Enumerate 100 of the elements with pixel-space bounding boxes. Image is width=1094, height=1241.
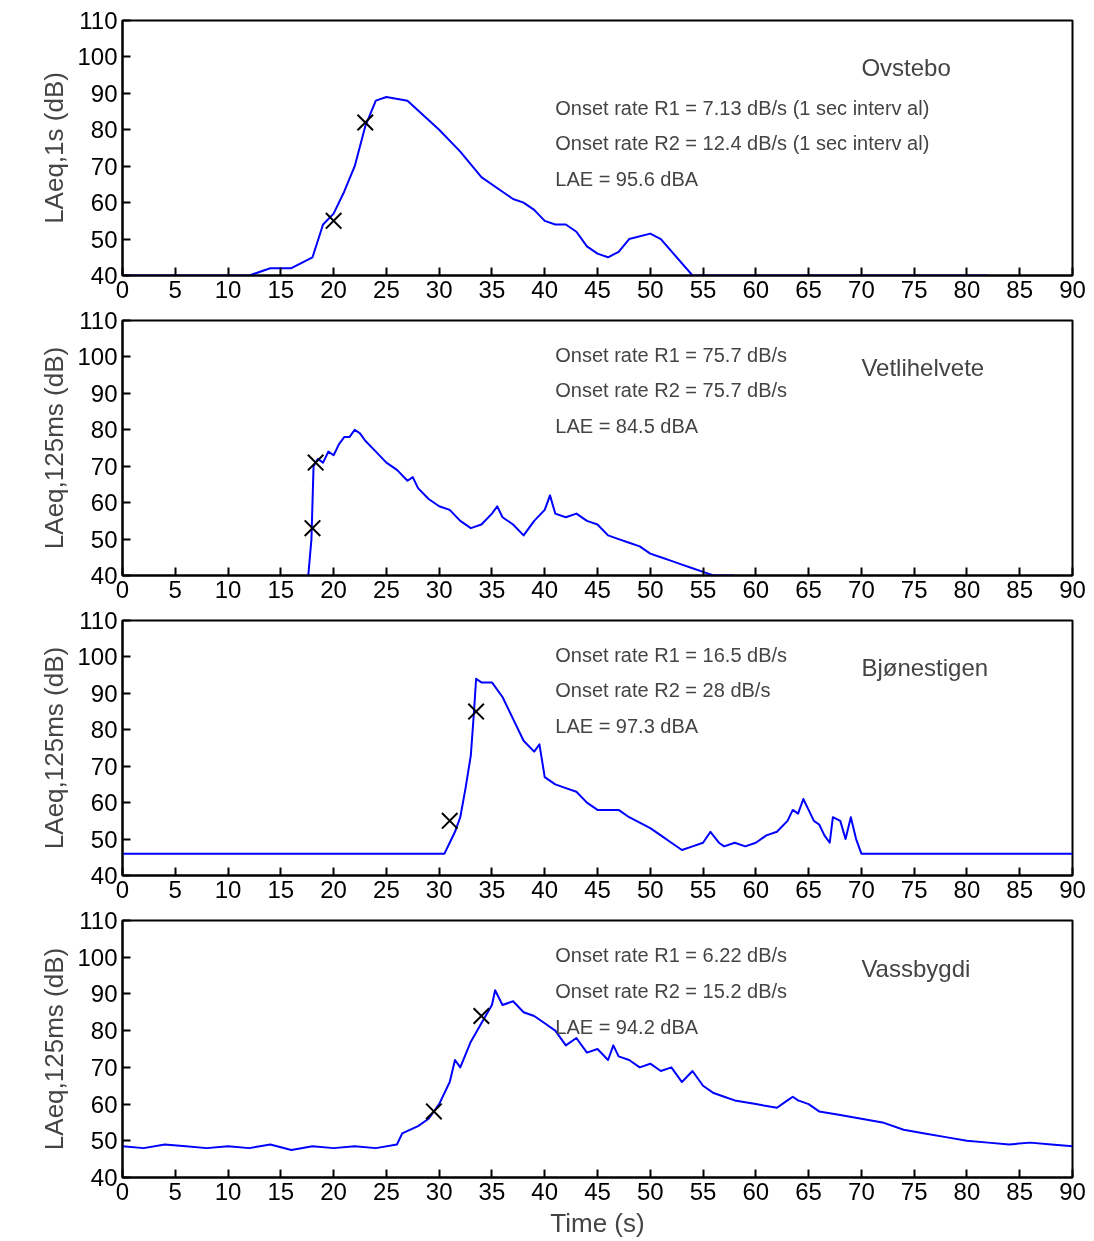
annotation: Onset rate R1 = 16.5 dB/s [555,644,788,667]
x-tick-label: 15 [267,875,295,903]
x-tick-label: 70 [848,875,875,903]
x-tick-label: 20 [320,575,347,603]
annotation: Onset rate R1 = 75.7 dB/s [555,344,788,367]
y-tick-label: 70 [90,1053,118,1081]
x-tick-label: 70 [848,1177,875,1205]
y-tick-label: 100 [77,343,118,371]
x-tick-label: 75 [900,275,928,303]
y-tick-label: 60 [90,489,118,517]
annotation: Onset rate R1 = 7.13 dB/s (1 sec interv al) [555,96,930,119]
y-tick-label: 50 [90,1127,118,1155]
x-tick-label: 20 [320,275,347,303]
x-tick-label: 10 [214,575,242,603]
y-tick-label: 50 [90,825,118,853]
y-tick-label: 90 [90,980,118,1008]
annotation: Vetlihelvete [861,354,985,382]
y-axis-title: LAeq,125ms (dB) [39,646,70,850]
annotation: Onset rate R1 = 6.22 dB/s [555,944,788,967]
annotation: Onset rate R2 = 75.7 dB/s [555,379,788,402]
x-tick-label: 55 [689,575,717,603]
x-tick-label: 10 [214,875,242,903]
x-tick-label: 90 [1059,575,1086,603]
y-axis-title: LAeq,1s (dB) [39,72,70,224]
x-tick-label: 5 [168,275,182,303]
x-tick-label: 15 [267,1177,295,1205]
y-tick-label: 70 [90,152,118,180]
x-tick-label: 50 [636,275,664,303]
y-tick-label: 80 [90,416,118,444]
annotation: LAE = 84.5 dBA [555,414,699,437]
y-tick-label: 90 [90,379,118,407]
x-tick-label: 30 [425,575,453,603]
x-tick-label: 25 [373,275,400,303]
y-axis-title: LAeq,125ms (dB) [39,947,70,1151]
x-tick-label: 15 [267,275,295,303]
x-tick-label: 55 [689,275,717,303]
annotation: Onset rate R2 = 12.4 dB/s (1 sec interv al) [555,132,930,155]
y-tick-label: 90 [90,679,118,707]
x-tick-label: 85 [1006,875,1034,903]
y-tick-label: 110 [79,307,118,334]
y-axis-title: LAeq,125ms (dB) [39,346,70,550]
y-tick-label: 100 [77,43,118,71]
x-tick-label: 75 [900,575,928,603]
annotation: Onset rate R2 = 15.2 dB/s [555,979,788,1002]
annotation: LAE = 94.2 dBA [555,1015,699,1038]
x-tick-label: 75 [900,875,928,903]
x-tick-label: 35 [478,1177,506,1205]
x-tick-label: 20 [320,875,347,903]
annotation: LAE = 97.3 dBA [555,714,699,737]
y-tick-label: 100 [77,943,118,971]
annotation: Vassbygdi [861,954,971,982]
x-tick-label: 40 [531,875,559,903]
x-tick-label: 80 [953,1177,981,1205]
x-tick-label: 65 [795,875,822,903]
x-tick-label: 30 [425,1177,453,1205]
x-tick-label: 80 [953,275,981,303]
x-tick-label: 50 [636,875,664,903]
y-tick-label: 50 [90,525,118,553]
x-tick-label: 75 [900,1177,928,1205]
x-tick-label: 5 [168,1177,182,1205]
x-tick-label: 45 [584,575,611,603]
y-tick-label: 60 [90,789,118,817]
x-tick-label: 30 [425,875,453,903]
x-tick-label: 10 [214,275,242,303]
annotation: Ovstebo [861,54,951,82]
y-tick-label: 80 [90,716,118,744]
y-tick-label: 110 [79,607,118,634]
annotation: Bjønestigen [861,654,989,682]
x-tick-label: 15 [267,575,295,603]
x-tick-label: 40 [531,1177,559,1205]
x-tick-label: 45 [584,875,611,903]
y-tick-label: 50 [90,225,118,253]
y-tick-label: 60 [90,1090,118,1118]
x-tick-label: 25 [373,875,400,903]
x-tick-label: 60 [742,875,770,903]
x-tick-label: 60 [742,275,770,303]
x-tick-label: 50 [636,575,664,603]
x-tick-label: 90 [1059,1177,1086,1205]
x-tick-label: 45 [584,275,611,303]
x-tick-label: 35 [478,875,506,903]
y-tick-label: 80 [90,1017,118,1045]
x-tick-label: 50 [636,1177,664,1205]
x-tick-label: 65 [795,575,822,603]
x-tick-label: 65 [795,275,822,303]
x-tick-label: 20 [320,1177,347,1205]
x-tick-label: 35 [478,575,506,603]
annotation: LAE = 95.6 dBA [555,167,699,190]
x-tick-label: 25 [373,1177,400,1205]
x-tick-label: 80 [953,575,981,603]
x-tick-label: 60 [742,1177,770,1205]
x-tick-label: 5 [168,875,182,903]
x-tick-label: 65 [795,1177,822,1205]
x-tick-label: 30 [425,275,453,303]
x-tick-label: 85 [1006,575,1034,603]
x-tick-label: 40 [531,275,559,303]
x-tick-label: 85 [1006,275,1034,303]
annotation: Onset rate R2 = 28 dB/s [555,679,771,702]
x-tick-label: 5 [168,575,182,603]
y-tick-label: 110 [79,7,118,34]
y-tick-label: 70 [90,752,118,780]
